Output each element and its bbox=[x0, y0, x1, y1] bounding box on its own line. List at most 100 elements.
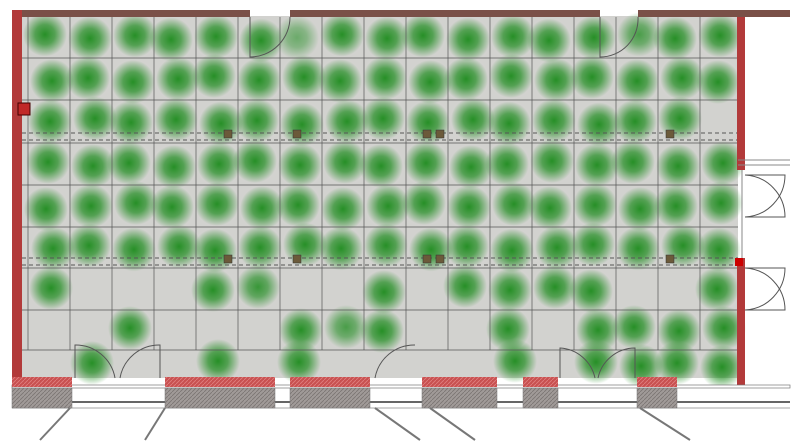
heat-spot bbox=[401, 13, 445, 58]
heat-spot bbox=[66, 56, 110, 100]
heat-spot bbox=[569, 269, 613, 313]
heat-spot bbox=[488, 268, 532, 312]
heat-spot bbox=[31, 226, 75, 271]
top-wall bbox=[12, 10, 250, 17]
heat-spot bbox=[280, 102, 324, 147]
footing bbox=[289, 387, 371, 409]
bottom-facade bbox=[11, 377, 791, 441]
heat-spot bbox=[193, 228, 237, 273]
heat-spot bbox=[528, 186, 572, 230]
column bbox=[665, 254, 675, 264]
heat-spot bbox=[700, 345, 744, 389]
heatmap-layer bbox=[23, 12, 746, 389]
heat-spot bbox=[658, 96, 702, 141]
heat-spot bbox=[660, 56, 704, 100]
heat-spot bbox=[323, 140, 367, 184]
heat-spot bbox=[321, 187, 365, 231]
heat-spot bbox=[613, 99, 657, 144]
heat-spot bbox=[572, 15, 616, 60]
heat-spot bbox=[319, 226, 363, 271]
heat-spot bbox=[576, 308, 620, 352]
heat-spot bbox=[366, 184, 410, 228]
left-wall bbox=[12, 10, 22, 388]
heat-spot bbox=[616, 226, 660, 271]
heat-spot bbox=[111, 60, 155, 104]
heat-spot bbox=[617, 12, 661, 57]
heat-spot bbox=[701, 141, 745, 185]
heat-spot bbox=[451, 97, 495, 142]
heat-spot bbox=[695, 267, 739, 311]
heat-spot bbox=[573, 183, 617, 227]
heat-spot bbox=[152, 145, 196, 189]
heat-spot bbox=[67, 223, 111, 268]
heat-spot bbox=[574, 340, 618, 384]
heat-spot bbox=[654, 184, 698, 228]
heat-spot bbox=[154, 97, 198, 142]
heat-spot bbox=[449, 145, 493, 189]
heat-spot bbox=[318, 59, 362, 103]
heat-spot bbox=[240, 186, 284, 230]
wall-pier bbox=[637, 377, 677, 387]
heat-spot bbox=[697, 227, 741, 272]
heat-spot bbox=[68, 16, 112, 61]
heat-spot bbox=[570, 55, 614, 99]
heat-spot bbox=[408, 60, 452, 104]
heat-spot bbox=[571, 222, 615, 267]
heat-spot bbox=[233, 139, 277, 183]
door-swing bbox=[597, 347, 636, 379]
heat-spot bbox=[360, 309, 404, 353]
heat-spot bbox=[109, 100, 153, 145]
door-swing bbox=[744, 174, 786, 218]
heat-spot bbox=[28, 99, 72, 144]
strut bbox=[374, 407, 421, 441]
column bbox=[422, 129, 432, 139]
heat-spot bbox=[485, 142, 529, 186]
heat-spot bbox=[277, 340, 321, 384]
heat-spot bbox=[404, 141, 448, 185]
heat-spot bbox=[532, 98, 576, 143]
heat-spot bbox=[527, 18, 571, 63]
column bbox=[223, 254, 233, 264]
column bbox=[292, 129, 302, 139]
footing bbox=[421, 387, 498, 409]
column bbox=[435, 129, 445, 139]
door-swing bbox=[744, 174, 786, 218]
heat-spot bbox=[276, 183, 320, 227]
strut bbox=[39, 407, 71, 441]
heat-spot bbox=[108, 306, 152, 350]
wall-pier bbox=[523, 377, 558, 387]
footing bbox=[164, 387, 276, 409]
heat-spot bbox=[73, 96, 117, 141]
wall-pier bbox=[12, 377, 72, 387]
strut bbox=[144, 407, 166, 441]
right-wall bbox=[737, 258, 745, 386]
heat-spot bbox=[235, 98, 279, 143]
heat-spot bbox=[150, 185, 194, 229]
door-swing bbox=[74, 344, 116, 379]
door-swing bbox=[119, 344, 161, 379]
door-swing bbox=[744, 267, 786, 311]
column bbox=[435, 254, 445, 264]
top-wall bbox=[638, 10, 790, 17]
heat-spot bbox=[279, 308, 323, 352]
wall-pier bbox=[165, 377, 275, 387]
heat-spot bbox=[612, 305, 656, 349]
heat-spot bbox=[238, 225, 282, 270]
heat-spot bbox=[702, 306, 746, 350]
heat-spot bbox=[324, 305, 368, 349]
heat-spot bbox=[359, 144, 403, 188]
heat-spot bbox=[445, 224, 489, 269]
heat-spot bbox=[698, 13, 742, 58]
door-swing bbox=[744, 267, 786, 311]
heat-spot bbox=[156, 57, 200, 101]
heat-spot bbox=[696, 60, 740, 104]
heat-spot bbox=[30, 59, 74, 103]
door-swing bbox=[249, 16, 291, 58]
heat-spot bbox=[490, 228, 534, 273]
heat-spot bbox=[447, 185, 491, 229]
heat-spot bbox=[237, 58, 281, 102]
heat-spot bbox=[402, 181, 446, 225]
heat-spot bbox=[191, 268, 235, 312]
heat-spot bbox=[70, 341, 114, 385]
wall-panel bbox=[17, 102, 31, 116]
